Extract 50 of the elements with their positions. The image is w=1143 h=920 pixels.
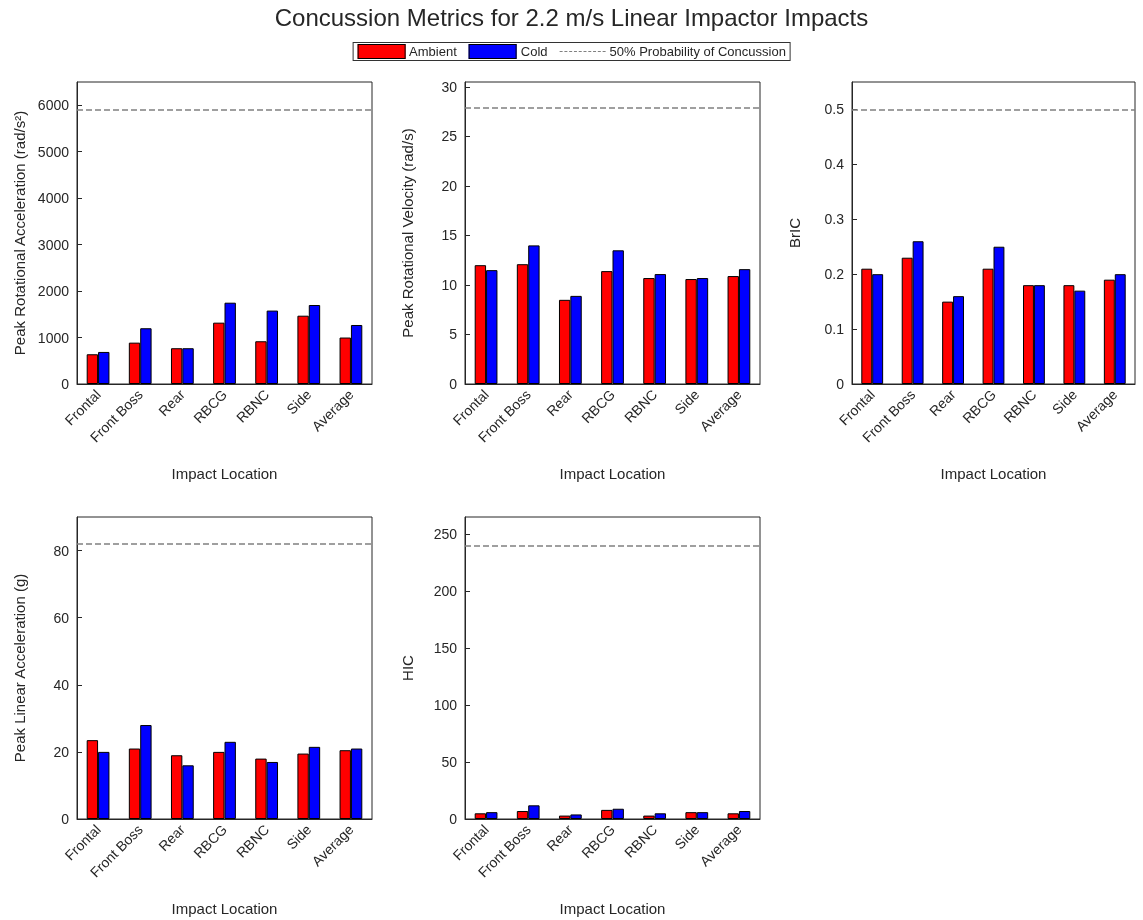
y-tick-label: 4000 (37, 190, 70, 207)
y-axis-title: BrIC (786, 217, 803, 248)
y-tick-label: 100 (433, 697, 458, 714)
y-tick-label: 10 (441, 276, 458, 293)
y-tick-label: 150 (433, 640, 458, 657)
x-tick-label: Side (671, 821, 703, 853)
y-tick-label: 20 (441, 177, 458, 194)
y-tick-label: 0.4 (824, 156, 845, 173)
legend-label: Cold (520, 44, 548, 59)
y-tick-label: 5000 (37, 143, 70, 160)
y-tick-label: 2000 (37, 283, 70, 300)
y-tick-label: 0 (836, 376, 845, 392)
y-tick-label: 0 (61, 376, 70, 392)
y-tick-label: 0.5 (824, 101, 845, 118)
y-tick-label: 60 (53, 609, 70, 626)
y-axis-title: Peak Rotational Velocity (rad/s) (399, 128, 416, 338)
y-tick-label: 0 (449, 376, 458, 392)
y-tick-label: 15 (441, 227, 458, 244)
y-tick-label: 80 (53, 542, 70, 559)
y-tick-label: 40 (53, 676, 70, 693)
y-tick-label: 3000 (37, 236, 70, 253)
y-tick-label: 50 (441, 754, 458, 771)
x-axis-title: Impact Location (171, 465, 278, 482)
y-tick-label: 25 (441, 128, 458, 145)
x-axis-title: Impact Location (171, 900, 278, 917)
x-tick-label: Side (283, 386, 315, 418)
legend-label: Ambient (409, 44, 457, 59)
y-tick-label: 0.1 (824, 321, 845, 338)
y-axis-title: Peak Linear Acceleration (g) (11, 573, 28, 763)
y-tick-label: 0 (449, 811, 458, 827)
y-tick-label: 6000 (37, 97, 70, 114)
y-tick-label: 20 (53, 743, 70, 760)
y-tick-label: 0.2 (824, 266, 845, 283)
y-axis-title: HIC (399, 654, 416, 681)
x-tick-label: Side (1048, 386, 1081, 418)
y-tick-label: 0 (61, 811, 70, 827)
y-tick-label: 30 (441, 78, 458, 95)
y-axis-title: Peak Rotational Acceleration (rad/s²) (10, 110, 28, 356)
text: Concussion Metrics for 2.2 m/s Linear Impactor Impacts (273, 4, 870, 32)
x-tick-label: Side (283, 821, 315, 853)
x-axis-title: Impact Location (559, 465, 666, 482)
y-tick-label: 250 (433, 526, 458, 543)
x-tick-label: Side (671, 386, 703, 418)
y-tick-label: 1000 (37, 329, 70, 346)
y-tick-label: 5 (449, 326, 458, 343)
y-tick-label: 0.3 (824, 211, 845, 228)
legend-label: 50% Probability of Concussion (609, 44, 786, 59)
y-tick-label: 200 (433, 583, 458, 600)
x-axis-title: Impact Location (940, 465, 1047, 482)
x-axis-title: Impact Location (559, 900, 666, 917)
